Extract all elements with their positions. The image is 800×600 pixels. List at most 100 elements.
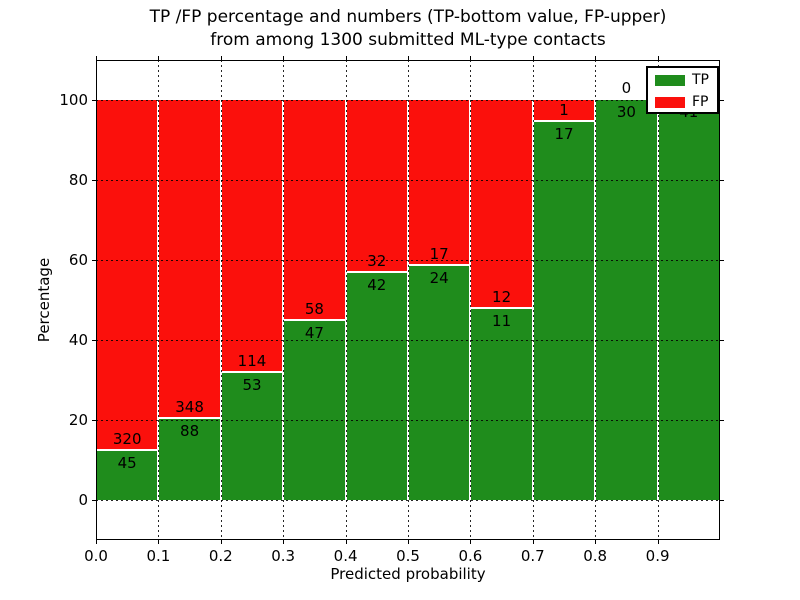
bar-segment-tp [159, 419, 220, 500]
x-tick-mark [408, 540, 409, 544]
y-tick-mark [92, 260, 96, 261]
y-tick-label: 40 [68, 331, 88, 349]
x-tick-mark-top [220, 56, 222, 60]
bar-label-tp: 17 [554, 125, 574, 144]
bar-segment-tp [221, 373, 283, 500]
bar-segment-tp [533, 122, 595, 500]
gridline-vertical [532, 60, 534, 540]
x-tick-label: 0.8 [583, 547, 608, 565]
legend-swatch-fp [655, 96, 685, 108]
y-tick-mark-right [720, 180, 724, 181]
x-tick-mark-top [470, 56, 472, 60]
x-tick-mark [158, 540, 160, 544]
legend-item-fp: FP [648, 92, 717, 112]
y-tick-label: 20 [68, 411, 88, 429]
x-tick-label: 0.9 [645, 547, 670, 565]
y-tick-mark [92, 100, 96, 101]
x-tick-mark-top [408, 56, 409, 60]
bar-segment-fp [284, 100, 345, 321]
bar-label-tp: 53 [242, 376, 262, 395]
y-tick-mark-right [720, 260, 724, 261]
y-tick-mark [92, 500, 96, 501]
legend-item-tp: TP [648, 70, 717, 90]
bar-label-tp: 42 [367, 275, 387, 294]
bar-label-tp: 45 [117, 453, 137, 472]
x-tick-mark [532, 540, 534, 544]
x-tick-label: 0.5 [396, 547, 420, 565]
y-tick-mark [92, 180, 96, 181]
x-tick-label: 0.0 [84, 547, 108, 565]
y-tick-mark [92, 340, 96, 341]
x-tick-mark [470, 540, 472, 544]
bar-segment-tp [97, 450, 158, 500]
bar-label-fp: 320 [112, 429, 142, 448]
x-tick-mark-top [595, 56, 597, 60]
gridline-vertical [595, 60, 597, 540]
gridline-vertical [408, 60, 409, 540]
gridline-vertical [657, 60, 659, 540]
chart-title: TP /FP percentage and numbers (TP-bottom… [96, 6, 720, 52]
bar-segment-tp [284, 320, 345, 500]
y-tick-label: 80 [68, 171, 88, 189]
bar-label-tp: 24 [429, 268, 449, 287]
bar-segment-tp [346, 272, 407, 500]
bar-segment-tp [658, 100, 719, 500]
y-tick-mark [92, 420, 96, 421]
x-axis-label: Predicted probability [330, 565, 486, 583]
x-tick-mark [220, 540, 222, 544]
gridline-vertical [220, 60, 222, 540]
bar-segment-fp [471, 100, 532, 309]
bar-label-tp: 47 [304, 323, 324, 342]
bar-label-fp: 32 [367, 251, 387, 270]
bar-segment-fp [409, 100, 470, 266]
x-tick-label: 0.3 [271, 547, 296, 565]
x-tick-mark-top [657, 56, 659, 60]
x-tick-mark [657, 540, 659, 544]
plot-area: 3204534888114535847324217241211117030041 [96, 60, 720, 540]
gridline-vertical [470, 60, 472, 540]
x-tick-mark [345, 540, 347, 544]
legend-label-tp: TP [692, 72, 709, 88]
y-tick-mark-right [720, 420, 724, 421]
legend-label-fp: FP [692, 94, 709, 110]
x-tick-mark [283, 540, 285, 544]
bar-label-fp: 12 [492, 287, 512, 306]
x-tick-mark-top [283, 56, 285, 60]
x-tick-mark [595, 540, 597, 544]
chart-title-line2: from among 1300 submitted ML-type contac… [210, 30, 606, 50]
gridline-vertical [283, 60, 285, 540]
bar-label-fp: 348 [175, 398, 204, 417]
x-tick-mark-top [158, 56, 160, 60]
x-tick-mark [96, 540, 97, 544]
y-tick-label: 60 [68, 251, 88, 269]
x-tick-mark-top [532, 56, 534, 60]
x-tick-mark-top [345, 56, 347, 60]
bar-label-tp: 11 [492, 311, 512, 330]
bar-label-fp: 114 [237, 352, 267, 371]
bar-segment-tp [409, 265, 470, 500]
y-tick-label: 100 [59, 91, 88, 109]
gridline-vertical [158, 60, 160, 540]
bar-label-fp: 58 [304, 299, 324, 318]
bar-segment-fp [346, 100, 407, 273]
y-axis-label: Percentage [35, 257, 53, 343]
x-tick-mark-top [96, 56, 97, 60]
bar-label-fp: 1 [559, 101, 569, 120]
x-tick-label: 0.4 [333, 547, 358, 565]
bar-label-fp: 0 [621, 79, 632, 97]
x-tick-label: 0.2 [208, 547, 233, 565]
legend: TP FP [646, 66, 719, 114]
bar-segment-tp [471, 308, 532, 500]
bar-label-fp: 17 [429, 244, 449, 263]
bar-label-tp: 88 [180, 422, 200, 441]
x-tick-label: 0.6 [458, 547, 483, 565]
bar-segment-fp [97, 100, 158, 451]
gridline-vertical [345, 60, 347, 540]
y-tick-mark-right [720, 340, 724, 341]
bar-label-tp: 30 [616, 103, 636, 121]
y-tick-mark-right [720, 100, 724, 101]
bar-segment-fp [533, 100, 595, 123]
x-tick-label: 0.1 [146, 547, 171, 565]
bar-segment-fp [221, 100, 283, 374]
